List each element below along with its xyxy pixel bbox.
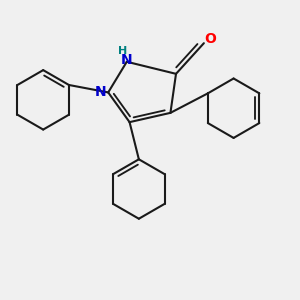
Text: O: O	[204, 32, 216, 46]
Text: N: N	[121, 53, 133, 67]
Text: N: N	[95, 85, 106, 99]
Text: H: H	[118, 46, 128, 56]
